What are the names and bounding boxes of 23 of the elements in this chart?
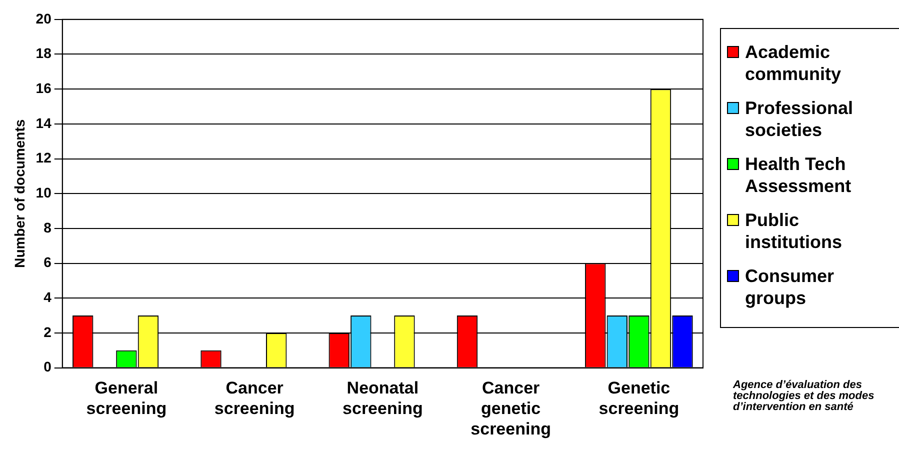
legend-label: Public institutions xyxy=(745,209,843,253)
x-tick-label: Neonatal screening xyxy=(342,378,423,418)
y-tick-label: 18 xyxy=(36,45,52,62)
y-tick-label: 2 xyxy=(44,324,52,340)
legend-label: Academic community xyxy=(745,41,842,85)
x-tick-label: General screening xyxy=(86,378,167,418)
y-tick-label: 12 xyxy=(36,150,52,166)
text: Agence d’évaluation des technologies et des modes d’intervention en santé xyxy=(733,379,876,413)
y-tick-label: 14 xyxy=(36,114,52,131)
y-axis-title: Number of documents xyxy=(11,119,28,268)
legend-label: Professional societies xyxy=(745,97,854,141)
legend-label: Consumer groups xyxy=(745,265,836,309)
y-tick-label: 20 xyxy=(36,10,52,26)
y-tick-label: 6 xyxy=(44,254,52,270)
y-tick-label: 0 xyxy=(44,358,52,375)
y-tick-label: 8 xyxy=(44,219,52,236)
legend-label: Health Tech Assessment xyxy=(745,153,852,197)
y-tick-label: 4 xyxy=(44,288,52,305)
x-tick-label: Genetic screening xyxy=(598,378,680,418)
y-tick-label: 16 xyxy=(36,80,52,96)
x-tick-label: Cancer screening xyxy=(214,378,295,418)
y-tick-label: 10 xyxy=(36,184,52,200)
x-tick-label: Cancer genetic screening xyxy=(470,378,551,438)
